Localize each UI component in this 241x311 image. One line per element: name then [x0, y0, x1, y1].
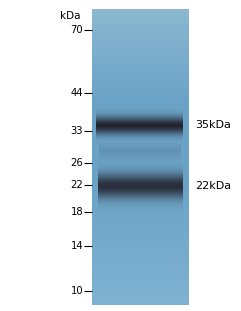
Text: kDa: kDa [60, 12, 81, 21]
Text: 70: 70 [71, 26, 83, 35]
Text: 22: 22 [70, 180, 83, 190]
Text: 44: 44 [71, 88, 83, 98]
Text: 26: 26 [70, 158, 83, 168]
Text: 18: 18 [71, 207, 83, 217]
Text: 35kDa: 35kDa [195, 120, 231, 130]
Text: 33: 33 [71, 126, 83, 136]
Text: 14: 14 [71, 241, 83, 251]
Text: 22kDa: 22kDa [195, 182, 231, 192]
Text: 10: 10 [71, 286, 83, 296]
